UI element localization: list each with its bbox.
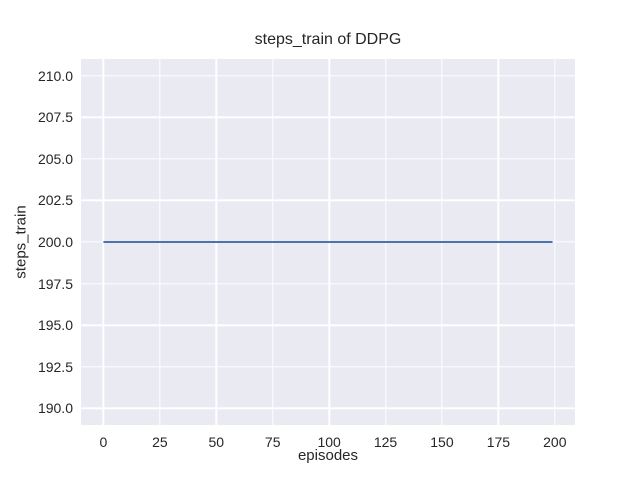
chart-title: steps_train of DDPG — [254, 31, 402, 48]
x-tick-label: 100 — [317, 434, 341, 450]
y-gridline — [81, 158, 575, 160]
x-tick-label: 0 — [99, 434, 108, 450]
y-tick-label: 195.0 — [37, 317, 73, 334]
x-tick-label: 150 — [430, 434, 454, 450]
plot-area — [81, 59, 575, 425]
y-gridline — [81, 407, 575, 410]
y-tick-label: 210.0 — [37, 67, 73, 84]
y-tick-label: 202.5 — [37, 192, 73, 209]
x-tick-label: 125 — [373, 434, 398, 450]
y-gridline — [81, 74, 575, 77]
y-gridline — [81, 282, 575, 285]
y-tick-label: 200.0 — [37, 234, 73, 250]
y-tick-label: 207.5 — [37, 109, 73, 126]
x-tick-label: 75 — [264, 434, 281, 450]
y-tick-label: 197.5 — [37, 275, 73, 292]
y-gridline — [81, 324, 575, 326]
y-tick-label: 205.0 — [37, 150, 73, 167]
x-axis-label: episodes — [297, 447, 359, 464]
y-gridline — [81, 199, 575, 202]
y-tick-label: 192.5 — [37, 358, 73, 375]
y-gridline — [81, 116, 575, 118]
x-tick-label: 25 — [152, 434, 168, 450]
x-tick-label: 50 — [208, 434, 225, 450]
x-tick-label: 175 — [486, 434, 511, 450]
x-tick-label: 200 — [543, 434, 567, 450]
data-line — [103, 241, 553, 243]
y-tick-label: 190.0 — [37, 400, 73, 417]
y-gridline — [81, 366, 575, 368]
